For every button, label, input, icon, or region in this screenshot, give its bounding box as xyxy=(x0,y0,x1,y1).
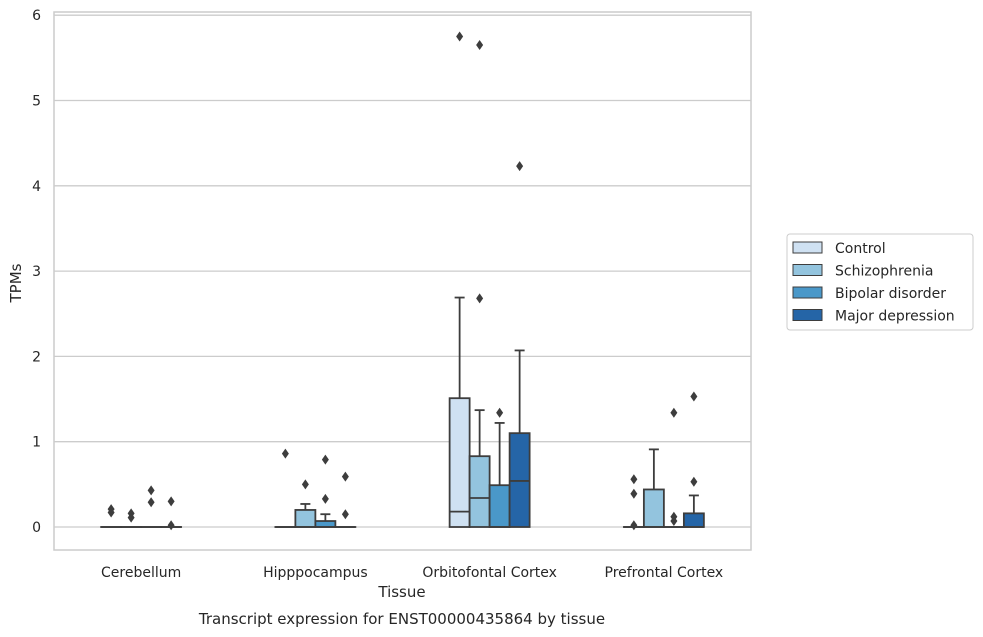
chart-caption: Transcript expression for ENST0000043586… xyxy=(198,610,605,628)
legend-label: Bipolar disorder xyxy=(835,286,946,302)
x-axis-label: Tissue xyxy=(377,583,425,601)
y-tick-label: 6 xyxy=(32,8,41,24)
box-body xyxy=(468,455,491,528)
legend-label: Major depression xyxy=(835,309,955,325)
y-axis-ticks: 0 1 2 3 4 5 6 xyxy=(32,8,41,536)
outlier-point xyxy=(516,161,524,172)
y-tick-label: 3 xyxy=(32,264,41,280)
plot-frame xyxy=(53,11,752,551)
box-schizophrenia xyxy=(642,448,665,528)
legend-label: Schizophrenia xyxy=(835,264,933,280)
outlier-point xyxy=(690,476,698,487)
x-tick-label: Prefrontal Cortex xyxy=(605,565,724,581)
legend-item: Bipolar disorder xyxy=(792,286,946,302)
outlier-point xyxy=(341,509,349,520)
box-major-depression xyxy=(508,161,531,528)
legend: Control Schizophrenia Bipolar disorder Majo… xyxy=(786,233,974,331)
gridlines xyxy=(54,14,751,528)
plot-background xyxy=(54,12,751,550)
legend-frame xyxy=(786,233,974,331)
x-axis-ticks: Cerebellum Hipppocampus Orbitofontal Corte… xyxy=(101,565,723,581)
outlier-point xyxy=(167,520,175,531)
box-schizophrenia xyxy=(468,40,491,528)
box-major-depression xyxy=(160,496,183,531)
outlier-point xyxy=(321,454,329,465)
y-tick-label: 4 xyxy=(32,179,41,195)
legend-swatch xyxy=(792,241,823,254)
outlier-point xyxy=(147,497,155,508)
outlier-point xyxy=(670,407,678,418)
legend-item: Major depression xyxy=(792,309,955,325)
outlier-point xyxy=(147,485,155,496)
y-tick-label: 0 xyxy=(32,520,41,536)
box-major-depression xyxy=(682,391,705,528)
outlier-point xyxy=(167,496,175,507)
outlier-point xyxy=(690,391,698,402)
legend-swatch xyxy=(792,309,823,321)
box-bipolar-disorder xyxy=(314,454,337,528)
legend-swatch xyxy=(792,286,823,299)
box-body xyxy=(448,397,471,528)
x-tick-label: Hipppocampus xyxy=(263,565,368,581)
outlier-point xyxy=(281,448,289,459)
box-schizophrenia xyxy=(294,479,317,528)
box-body xyxy=(294,509,317,528)
x-tick-label: Cerebellum xyxy=(101,565,181,581)
y-tick-label: 1 xyxy=(32,435,41,451)
legend-label: Control xyxy=(835,241,886,257)
outlier-point xyxy=(107,504,115,515)
outlier-point xyxy=(476,40,484,51)
y-tick-label: 5 xyxy=(32,94,41,110)
x-tick-label: Orbitofontal Cortex xyxy=(422,565,557,581)
box-schizophrenia xyxy=(120,508,143,528)
outlier-point xyxy=(476,293,484,304)
outlier-point xyxy=(321,493,329,504)
legend-item: Control xyxy=(792,241,886,257)
box-control xyxy=(100,504,123,528)
y-tick-label: 2 xyxy=(32,349,41,365)
legend-swatch xyxy=(792,264,823,276)
box-body xyxy=(488,484,511,528)
outlier-point xyxy=(630,520,638,531)
outlier-point xyxy=(630,488,638,499)
box-body xyxy=(682,512,705,528)
box-control xyxy=(448,31,471,528)
outlier-point xyxy=(341,471,349,482)
outlier-point xyxy=(630,474,638,485)
box-body xyxy=(642,488,665,528)
outlier-point xyxy=(301,479,309,490)
outlier-point xyxy=(496,407,504,418)
y-axis-label: TPMs xyxy=(7,263,25,303)
legend-item: Schizophrenia xyxy=(792,264,933,280)
outlier-point xyxy=(670,511,678,522)
outlier-point xyxy=(127,508,135,519)
boxes-layer xyxy=(100,31,705,531)
outlier-point xyxy=(456,31,464,42)
box-major-depression xyxy=(334,471,357,528)
box-control xyxy=(622,474,645,531)
